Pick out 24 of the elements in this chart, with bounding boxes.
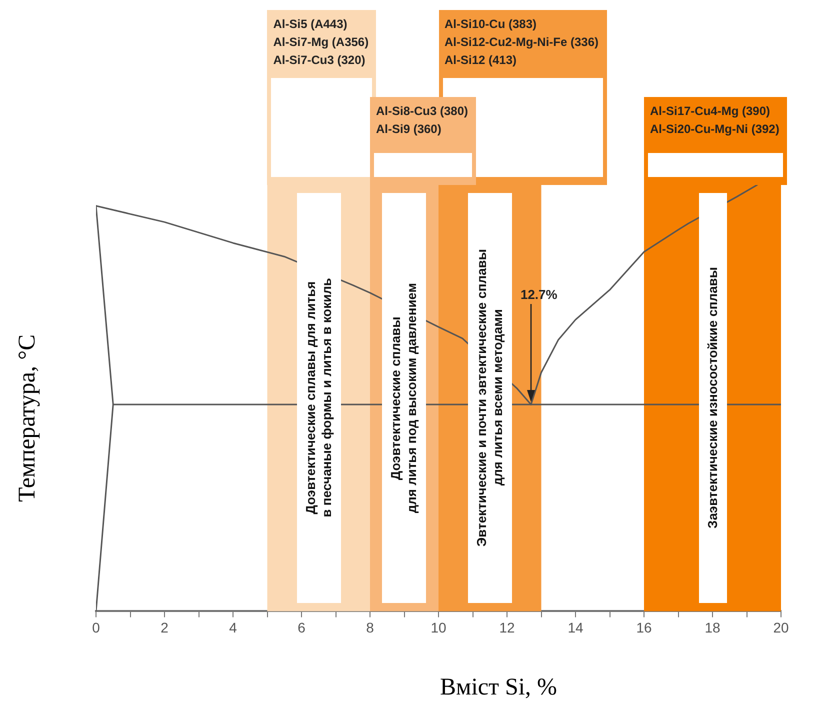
x-tick-label: 12: [499, 619, 515, 636]
x-tick-label: 10: [430, 619, 446, 636]
label-panel: Доэвтектические сплавы для литья под высоким давлением: [382, 193, 426, 604]
label-panel: Заэвтектические износостойкие сплавы: [698, 193, 726, 604]
x-axis-title: Вміст Si, %: [440, 674, 558, 700]
callout-box: Al-Si8-Cu3 (380) Al-Si9 (360): [370, 97, 476, 185]
x-tick-label: 18: [704, 619, 720, 636]
band-label: Доэвтектические сплавы для литья под высоким давлением: [388, 283, 420, 514]
x-tick-label: 20: [773, 619, 789, 636]
band-label: Заэвтектические износостойкие сплавы: [704, 267, 720, 529]
x-tick-label: 16: [636, 619, 652, 636]
y-axis-title: Температура, °C: [14, 334, 40, 502]
callout-box: Al-Si5 (A443) Al-Si7-Mg (A356) Al-Si7-Cu3 (320): [267, 10, 376, 185]
label-panel: Доэвтектические сплавы для литья в песчаные формы и литья в кокиль: [296, 193, 341, 604]
band-label: Доэвтектические сплавы для литья в песчаные формы и литья в кокиль: [302, 278, 335, 518]
band-label: Эвтектические и почти эвтектические сплавы для литья всеми методами: [474, 249, 506, 547]
x-tick-label: 8: [366, 619, 374, 636]
x-tick-label: 6: [298, 619, 306, 636]
x-tick-label: 4: [229, 619, 238, 636]
label-panel: Эвтектические и почти эвтектические сплавы для литья всеми методами: [468, 193, 512, 604]
x-tick-label: 0: [92, 619, 100, 636]
x-tick-label: 2: [160, 619, 169, 636]
x-tick-label: 14: [568, 619, 584, 636]
callout-box: Al-Si17-Cu4-Mg (390) Al-Si20-Cu-Mg-Ni (392): [644, 97, 787, 185]
